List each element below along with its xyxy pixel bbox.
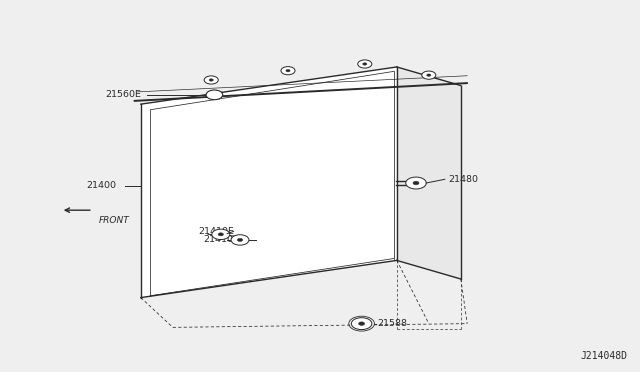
Circle shape (286, 70, 290, 72)
Circle shape (237, 238, 243, 241)
Circle shape (206, 90, 223, 100)
Text: 21400: 21400 (86, 182, 116, 190)
Circle shape (281, 67, 295, 75)
Text: J214048D: J214048D (580, 351, 627, 361)
Text: 21588: 21588 (378, 319, 408, 328)
Circle shape (231, 235, 249, 245)
Circle shape (358, 322, 365, 326)
Text: 21410E: 21410E (198, 227, 234, 236)
Circle shape (204, 76, 218, 84)
Circle shape (413, 181, 419, 185)
Circle shape (427, 74, 431, 76)
Circle shape (212, 229, 230, 240)
Circle shape (363, 63, 367, 65)
Text: 21560E: 21560E (106, 90, 141, 99)
Polygon shape (141, 67, 397, 298)
Circle shape (422, 71, 436, 79)
Circle shape (406, 177, 426, 189)
Polygon shape (397, 67, 461, 279)
Text: FRONT: FRONT (99, 216, 130, 225)
Circle shape (218, 233, 223, 236)
Text: 21410G: 21410G (204, 235, 241, 244)
Circle shape (351, 318, 372, 330)
Text: 21480: 21480 (448, 175, 478, 184)
Circle shape (209, 79, 213, 81)
Circle shape (358, 60, 372, 68)
